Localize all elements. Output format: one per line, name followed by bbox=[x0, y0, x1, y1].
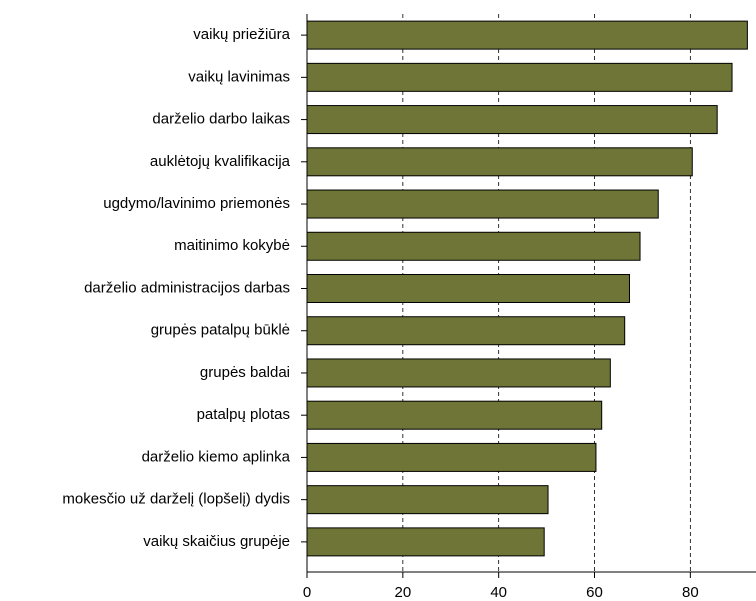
y-tick-label: grupės patalpų būklė bbox=[151, 322, 290, 339]
y-tick-label: auklėtojų kvalifikacija bbox=[150, 153, 291, 170]
x-tick-label: 80 bbox=[682, 584, 699, 601]
x-tick-label: 20 bbox=[394, 584, 411, 601]
bar bbox=[306, 20, 748, 50]
bar bbox=[306, 189, 659, 219]
bar bbox=[306, 527, 545, 557]
y-tick-label: patalpų plotas bbox=[197, 406, 290, 423]
y-tick-label: grupės baldai bbox=[200, 364, 290, 381]
x-tick-label: 40 bbox=[490, 584, 507, 601]
y-tick-label: darželio kiemo aplinka bbox=[142, 448, 291, 465]
bar bbox=[306, 105, 718, 135]
y-tick-label: mokesčio už darželį (lopšelį) dydis bbox=[62, 491, 290, 508]
bar bbox=[306, 62, 733, 92]
x-tick-label: 0 bbox=[303, 584, 311, 601]
y-tick-label: vaikų priežiūra bbox=[193, 26, 290, 43]
bar bbox=[306, 316, 626, 346]
bar bbox=[306, 147, 693, 177]
y-tick-label: darželio darbo laikas bbox=[152, 111, 290, 128]
x-tick-label: 60 bbox=[586, 584, 603, 601]
y-tick-label: vaikų lavinimas bbox=[188, 68, 290, 85]
y-tick-label: maitinimo kokybė bbox=[174, 237, 290, 254]
y-tick-label: vaikų skaičius grupėje bbox=[143, 533, 290, 550]
y-tick-label: darželio administracijos darbas bbox=[84, 279, 290, 296]
bar bbox=[306, 485, 549, 515]
bar bbox=[306, 442, 597, 472]
bar bbox=[306, 400, 603, 430]
bar bbox=[306, 231, 641, 261]
bar bbox=[306, 358, 611, 388]
y-tick-label: ugdymo/lavinimo priemonės bbox=[103, 195, 290, 212]
bar bbox=[306, 274, 630, 303]
